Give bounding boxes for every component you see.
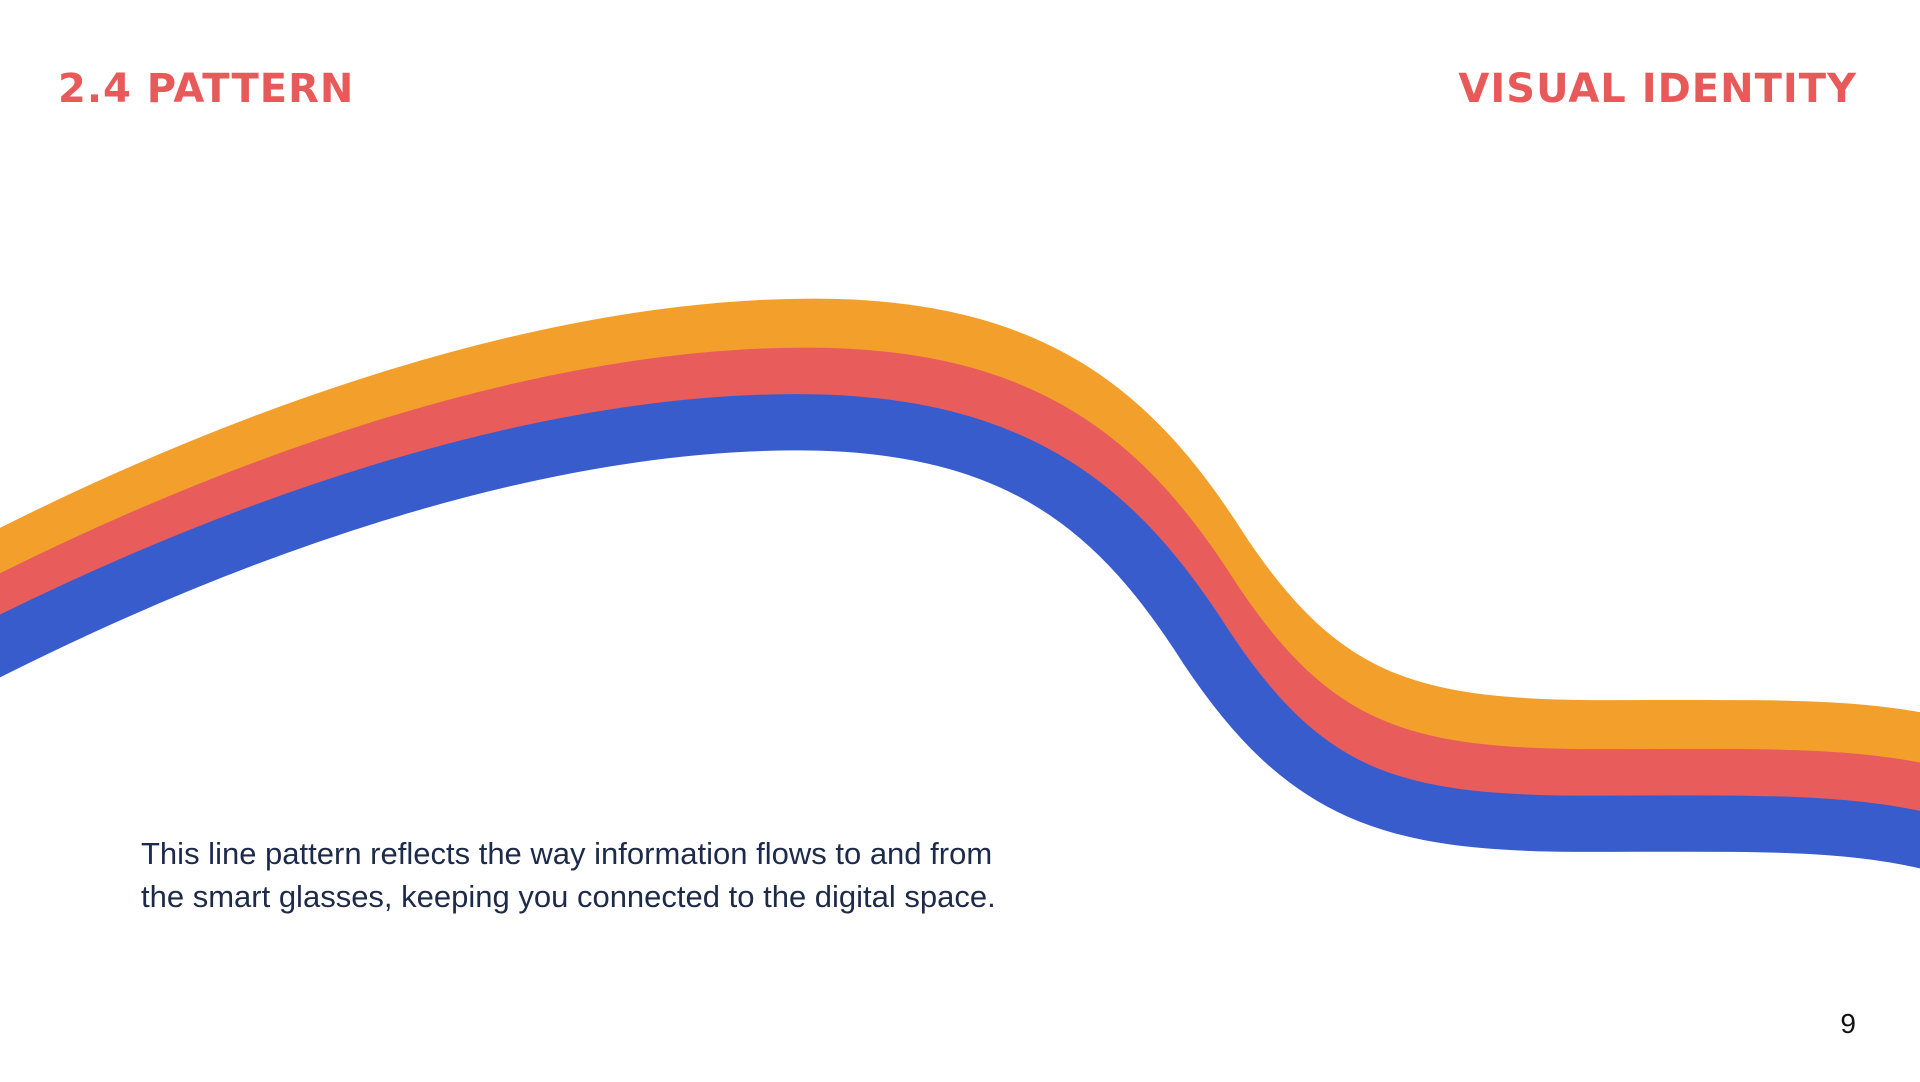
section-heading: 2.4 Pattern: [58, 66, 355, 112]
page-number: 9: [1840, 1008, 1856, 1039]
body-line: the smart glasses, keeping you connected…: [141, 879, 996, 914]
slide-title: Visual Identity: [1458, 66, 1857, 112]
body-text: This line pattern reflects the way infor…: [141, 832, 996, 918]
body-line: This line pattern reflects the way infor…: [141, 836, 993, 871]
